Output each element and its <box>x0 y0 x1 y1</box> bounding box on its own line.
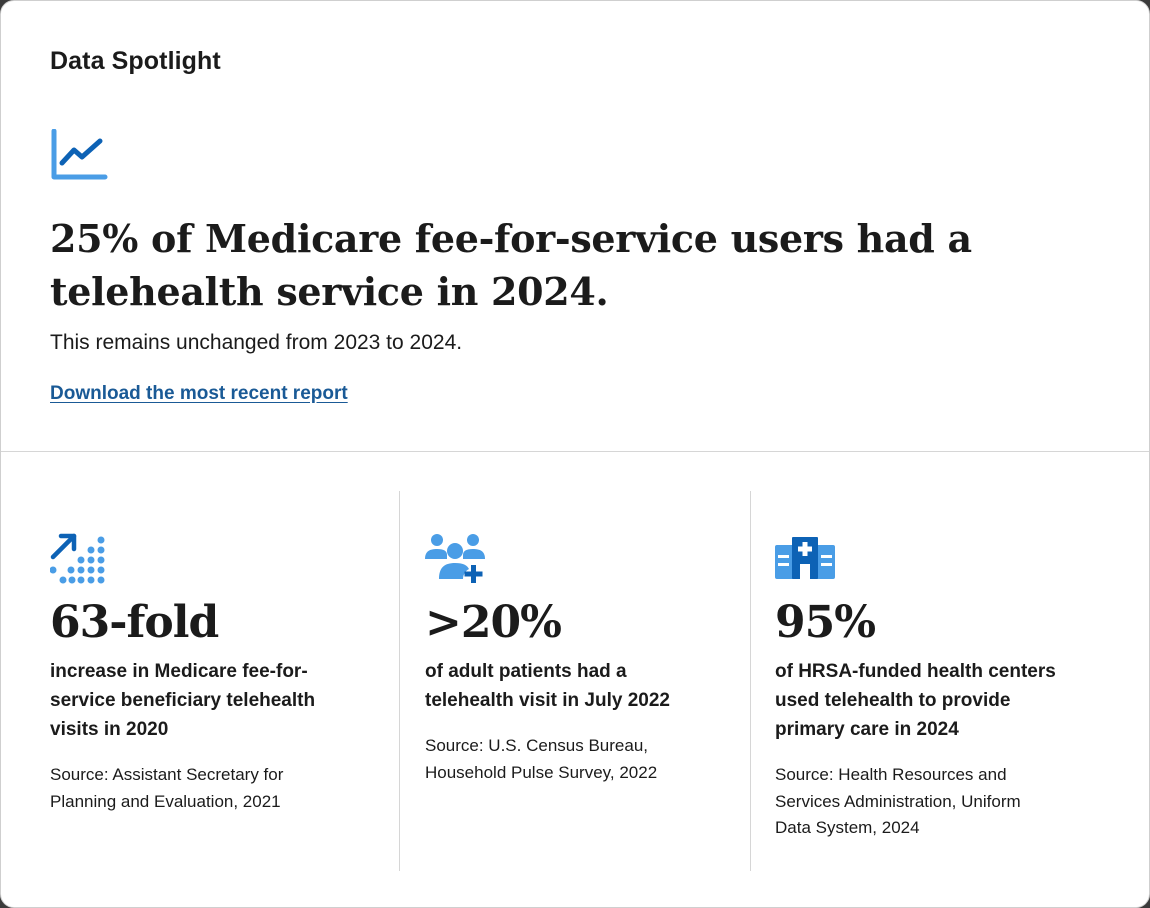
column-divider <box>399 491 400 871</box>
growth-arrow-dots-icon <box>50 533 105 584</box>
stat-description: increase in Medicare fee-for-service ben… <box>50 661 316 740</box>
line-chart-icon <box>51 129 108 180</box>
stat-value: 95% <box>775 597 876 648</box>
stat-description: of adult patients had a telehealth visit… <box>425 661 670 711</box>
stat-source: Source: Assistant Secretary for Planning… <box>50 765 284 811</box>
stat-value: >20% <box>425 597 562 648</box>
stat-card-adult-patients: >20% of adult patients had a telehealth … <box>425 491 735 871</box>
section-eyebrow: Data Spotlight <box>50 47 221 75</box>
stat-source: Source: U.S. Census Bureau, Household Pu… <box>425 736 658 782</box>
spotlight-headline: 25% of Medicare fee-for-service users ha… <box>50 216 972 314</box>
spotlight-hero-section: Data Spotlight 25% of Medicare fee-for-s… <box>1 1 1149 452</box>
group-add-icon <box>425 534 485 583</box>
column-divider <box>750 491 751 871</box>
hospital-building-icon <box>775 537 835 579</box>
download-report-link[interactable]: Download the most recent report <box>50 383 348 404</box>
stat-description: of HRSA-funded health centers used teleh… <box>775 661 1056 740</box>
stat-source: Source: Health Resources and Services Ad… <box>775 765 1021 837</box>
stat-card-health-centers: 95% of HRSA-funded health centers used t… <box>775 491 1105 871</box>
stat-card-telehealth-growth: 63-fold increase in Medicare fee-for-ser… <box>50 491 380 871</box>
stat-value: 63-fold <box>50 597 219 648</box>
spotlight-subline: This remains unchanged from 2023 to 2024… <box>50 331 463 354</box>
